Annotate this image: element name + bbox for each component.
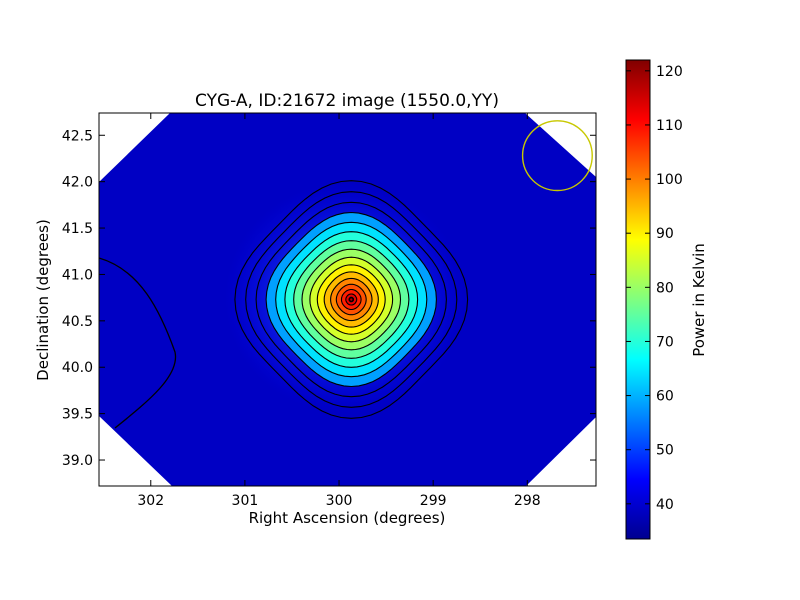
colorbar-tick-label: 100	[656, 172, 683, 188]
x-tick-label: 299	[420, 493, 447, 509]
colorbar-tick-label: 120	[656, 64, 683, 80]
colorbar-ticks: 40 50 60 70 80 90 100 110 120	[626, 64, 683, 513]
x-axis-ticks: 302 301 300 299 298	[137, 113, 541, 509]
y-tick-label: 40.0	[62, 360, 93, 376]
x-axis-label: Right Ascension (degrees)	[249, 509, 446, 527]
y-tick-label: 42.5	[62, 128, 93, 144]
y-tick-label: 42.0	[62, 175, 93, 191]
contour-level-1	[234, 180, 469, 419]
colorbar-tick-label: 40	[656, 497, 674, 513]
y-tick-label: 39.0	[62, 453, 93, 469]
colorbar-tick-label: 50	[656, 443, 674, 459]
y-tick-label: 39.5	[62, 407, 93, 423]
y-axis-ticks: 39.0 39.5 40.0 40.5 41.0 41.5 42.0 42.5	[62, 128, 596, 469]
chart-title: CYG-A, ID:21672 image (1550.0,YY)	[195, 91, 499, 111]
plot-frame	[98, 112, 597, 487]
colorbar-tick-label: 90	[656, 226, 674, 242]
colorbar-label: Power in Kelvin	[690, 243, 708, 357]
y-axis-label: Declination (degrees)	[34, 219, 52, 381]
colorbar-tick-label: 80	[656, 280, 674, 296]
beam-circle	[521, 120, 593, 192]
colorbar-tick-label: 110	[656, 118, 683, 134]
y-tick-label: 41.5	[62, 221, 93, 237]
contour-lines	[234, 180, 469, 419]
contour-level-16	[348, 296, 354, 303]
colorbar-tick-label: 70	[656, 334, 674, 350]
contour-level-3	[255, 201, 447, 398]
x-tick-label: 301	[232, 493, 259, 509]
colorbar	[625, 59, 651, 540]
contour-level-2	[245, 191, 458, 408]
side-contour	[99, 257, 177, 429]
y-tick-label: 41.0	[62, 267, 93, 283]
x-tick-label: 300	[326, 493, 353, 509]
x-tick-label: 302	[137, 493, 164, 509]
beam-circle-outline	[521, 120, 593, 192]
y-tick-label: 40.5	[62, 314, 93, 330]
colorbar-tick-label: 60	[656, 389, 674, 405]
x-tick-label: 298	[514, 493, 541, 509]
